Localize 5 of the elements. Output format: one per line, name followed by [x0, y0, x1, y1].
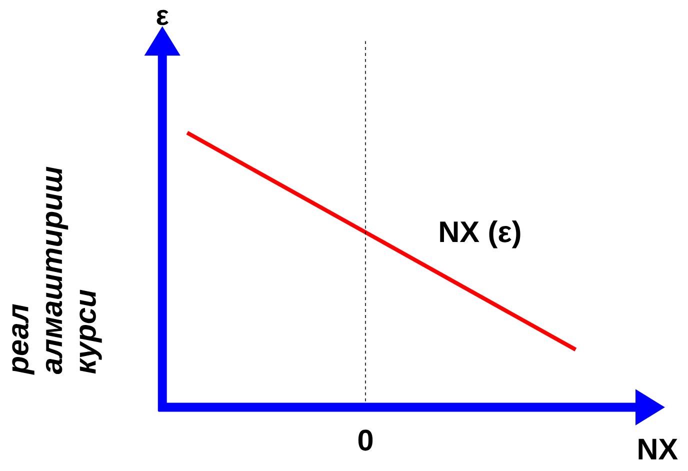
series-label: NX (ε): [440, 220, 520, 248]
y-axis-title: реал алмаштириш курси: [12, 166, 102, 375]
text: ε: [156, 10, 168, 26]
x-axis-title: NX: [638, 438, 678, 460]
text: 0: [358, 430, 373, 451]
